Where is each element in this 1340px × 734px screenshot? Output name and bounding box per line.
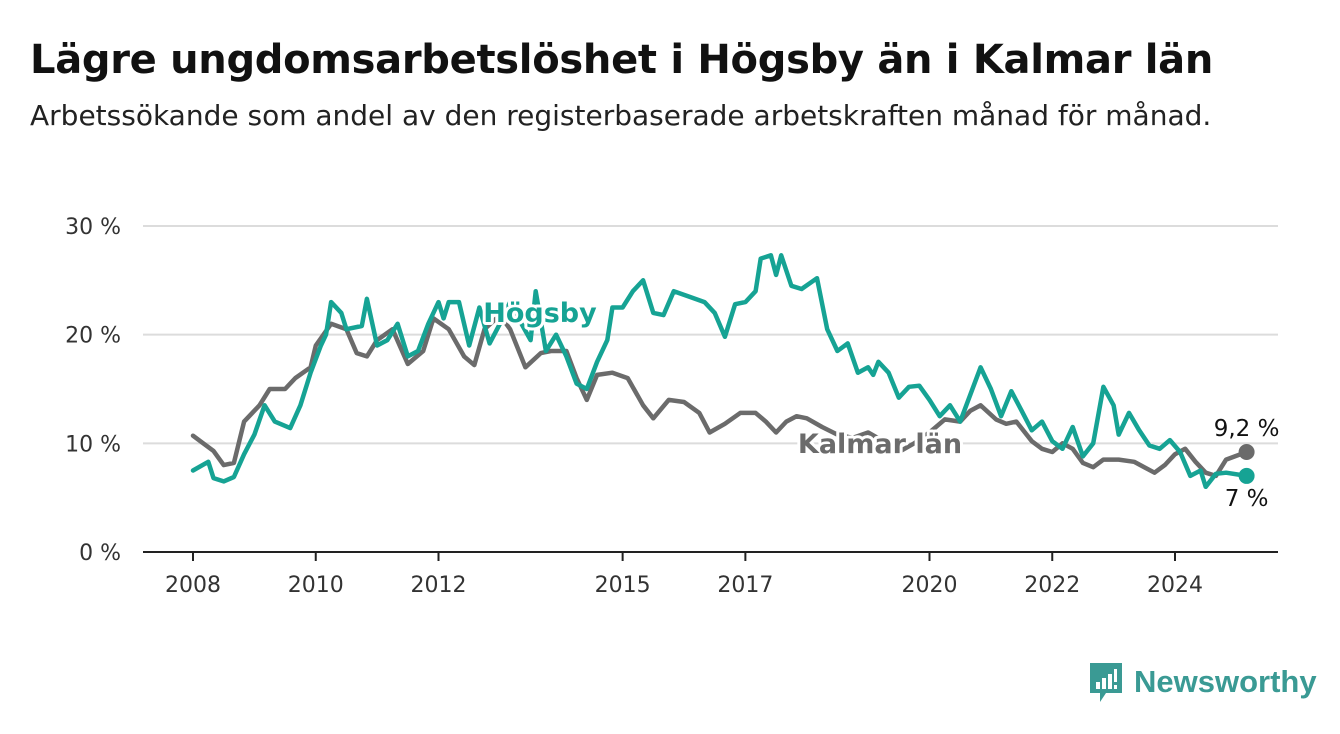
x-tick-label: 2010	[288, 573, 344, 598]
y-tick-label: 0 %	[79, 541, 121, 566]
x-tick-label: 2017	[717, 573, 773, 598]
end-value-label: 7 %	[1225, 486, 1269, 512]
x-tick-label: 2008	[165, 573, 221, 598]
series-line-hogsby	[190, 253, 1249, 490]
x-tick-label: 2022	[1024, 573, 1080, 598]
y-tick-label: 30 %	[65, 215, 121, 240]
gridlines: 0 % 10 % 20 % 30 %	[65, 215, 1278, 566]
series-end-point	[1238, 467, 1255, 484]
x-tick-label: 2024	[1147, 573, 1203, 598]
x-tick-label: 2015	[595, 573, 651, 598]
newsworthy-logo-icon	[1090, 663, 1122, 702]
x-axis: 2008 2010 2012 2015 2017 2020 2022 2024	[143, 551, 1278, 598]
line-chart: 0 % 10 % 20 % 30 % 2008 2010 2012 2015 2017 2020…	[65, 215, 1282, 598]
series-labels: Högsby Kalmar län 9,2 % 7 %	[480, 295, 1282, 514]
chart-subtitle: Arbetssökande som andel av den registerb…	[30, 99, 1212, 132]
y-tick-label: 10 %	[65, 432, 121, 457]
series-label-hogsby: Högsby	[483, 298, 597, 329]
end-value-label: 9,2 %	[1214, 416, 1280, 442]
chart-title: Lägre ungdomsarbetslöshet i Högsby än i …	[30, 37, 1214, 83]
x-tick-label: 2020	[902, 573, 958, 598]
y-tick-label: 20 %	[65, 324, 121, 349]
x-tick-label: 2012	[411, 573, 467, 598]
series-line-kalmar-lan	[190, 312, 1249, 479]
series-end-point	[1238, 444, 1255, 461]
series-label-kalmar-lan: Kalmar län	[798, 429, 962, 460]
newsworthy-brand: Newsworthy	[1088, 660, 1317, 704]
brand-name: Newsworthy	[1134, 664, 1317, 699]
series-lines	[190, 253, 1255, 490]
